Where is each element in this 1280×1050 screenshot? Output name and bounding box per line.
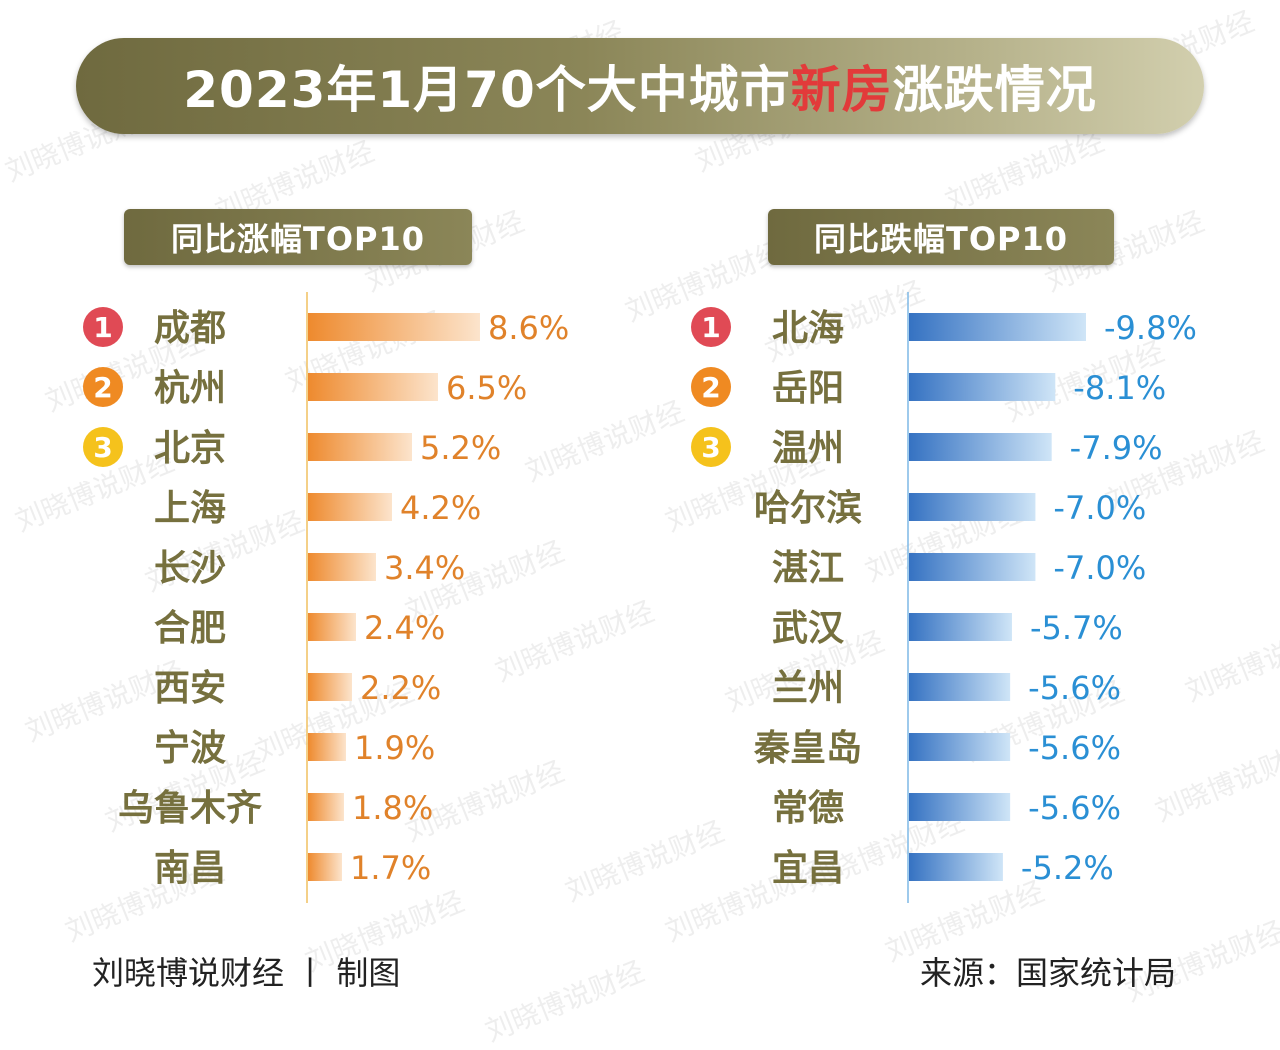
category-label: 上海	[154, 488, 226, 529]
data-label: -9.8%	[1104, 309, 1197, 347]
data-label: 5.2%	[420, 429, 501, 467]
bar	[308, 493, 392, 521]
rank-badge	[83, 367, 123, 407]
category-label: 宁波	[154, 728, 226, 769]
rank-number: 2	[93, 371, 112, 404]
category-label: 杭州	[154, 367, 226, 409]
title-text-after: 涨跌情况	[892, 61, 1097, 119]
data-label: -5.2%	[1021, 849, 1114, 887]
data-label: 1.9%	[354, 729, 435, 767]
data-label: 1.7%	[350, 849, 431, 887]
bar	[308, 793, 344, 821]
category-label: 南昌	[154, 848, 226, 889]
bar	[308, 313, 480, 341]
data-label: -7.0%	[1053, 489, 1146, 527]
category-label: 武汉	[772, 608, 845, 649]
bar	[909, 313, 1086, 341]
rank-badge	[691, 307, 731, 347]
data-label: -5.7%	[1030, 609, 1123, 647]
category-label: 岳阳	[772, 368, 844, 409]
data-label: 2.2%	[360, 669, 441, 707]
footer-source: 来源：国家统计局	[920, 954, 1177, 992]
page-title: 2023年1月70个大中城市 新房 涨跌情况	[76, 38, 1204, 134]
rank-number: 2	[701, 371, 720, 404]
data-label: 1.8%	[352, 789, 433, 827]
bar	[308, 613, 356, 641]
bar	[909, 793, 1011, 821]
bar	[308, 553, 376, 581]
data-label: 4.2%	[400, 489, 481, 527]
decrease-section-header: 同比跌幅TOP10	[768, 209, 1114, 265]
data-label: -7.0%	[1053, 549, 1146, 587]
bar	[909, 733, 1011, 761]
category-label: 温州	[772, 428, 844, 469]
category-label: 兰州	[772, 668, 844, 709]
data-label: 6.5%	[446, 369, 527, 407]
rank-badge	[691, 427, 731, 467]
increase-section-header: 同比涨幅TOP10	[124, 209, 472, 265]
rank-number: 3	[93, 431, 112, 464]
bar	[909, 433, 1052, 461]
data-label: -5.6%	[1028, 729, 1121, 767]
bar	[308, 853, 342, 881]
category-label: 北京	[154, 427, 226, 469]
bar	[909, 373, 1056, 401]
increase-chart: 8.6% 成都 1 6.5% 杭州 2 5.2% 北京 3 4.2% 上海 3.4% 长沙 2.4% 合肥 2…	[83, 292, 569, 903]
data-label: 2.4%	[364, 609, 445, 647]
data-label: 8.6%	[488, 309, 569, 347]
category-label: 宜昌	[772, 848, 844, 889]
category-label: 常德	[772, 788, 844, 829]
bar	[308, 433, 412, 461]
bar	[308, 733, 346, 761]
title-highlight: 新房	[790, 61, 893, 119]
bar	[909, 613, 1012, 641]
category-label: 哈尔滨	[754, 488, 862, 529]
rank-badge	[691, 367, 731, 407]
data-label: -5.6%	[1028, 789, 1121, 827]
category-label: 合肥	[154, 608, 226, 649]
title-text-before: 2023年1月70个大中城市	[183, 61, 791, 119]
bar	[308, 673, 352, 701]
bar	[909, 673, 1011, 701]
category-label: 湛江	[772, 548, 844, 589]
bar	[308, 373, 438, 401]
rank-number: 1	[93, 311, 112, 344]
data-label: -8.1%	[1073, 369, 1166, 407]
category-label: 西安	[154, 668, 226, 709]
bar	[909, 493, 1036, 521]
rank-badge	[83, 427, 123, 467]
rank-number: 3	[701, 431, 720, 464]
data-label: 3.4%	[384, 549, 465, 587]
data-label: -7.9%	[1070, 429, 1163, 467]
bar	[909, 853, 1003, 881]
rank-number: 1	[701, 311, 720, 344]
rank-badge	[83, 307, 123, 347]
category-label: 秦皇岛	[753, 728, 862, 769]
footer-author: 刘晓博说财经 丨 制图	[92, 954, 401, 992]
data-label: -5.6%	[1028, 669, 1121, 707]
category-label: 乌鲁木齐	[118, 788, 262, 829]
category-label: 成都	[154, 308, 226, 349]
decrease-chart: -9.8% 北海 1 -8.1% 岳阳 2 -7.9% 温州 3 -7.0% 哈尔滨 -7.0% 湛江 -…	[691, 292, 1197, 903]
bar	[909, 553, 1036, 581]
category-label: 北海	[772, 308, 844, 349]
bar-charts: 8.6% 成都 1 6.5% 杭州 2 5.2% 北京 3 4.2% 上海 3.4% 长沙 2.4% 合肥 2…	[83, 292, 1197, 903]
category-label: 长沙	[154, 548, 226, 589]
